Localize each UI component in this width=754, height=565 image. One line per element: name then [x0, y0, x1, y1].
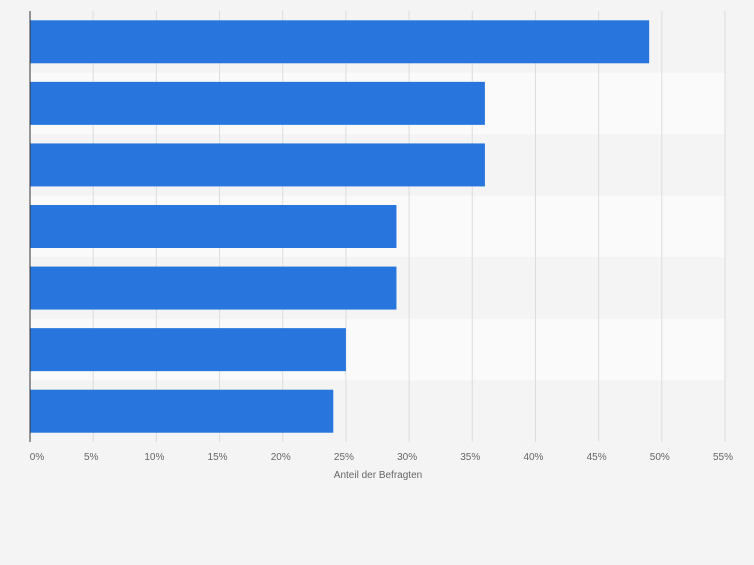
x-tick-label: 15% [208, 452, 228, 463]
x-tick-label: 10% [144, 452, 164, 463]
x-tick-label: 55% [713, 452, 733, 463]
bar [30, 328, 346, 372]
bar [30, 205, 397, 248]
x-tick-label: 5% [84, 452, 99, 463]
x-tick-label: 30% [397, 452, 417, 463]
bars [30, 20, 650, 433]
x-tick-label: 35% [460, 452, 480, 463]
x-tick-label: 50% [650, 452, 670, 463]
x-tick-label: 25% [334, 452, 354, 463]
x-tick-label: 45% [587, 452, 607, 463]
x-tick-label: 0% [30, 452, 45, 463]
bar [30, 143, 485, 187]
bar [30, 81, 485, 125]
x-axis-title: Anteil der Befragten [334, 470, 422, 481]
bar [30, 266, 397, 310]
bar [30, 20, 650, 64]
x-tick-label: 40% [523, 452, 543, 463]
bar [30, 389, 334, 433]
x-tick-label: 20% [271, 452, 291, 463]
x-axis-tick-labels: 0% 5% 10% 15% 20% 25% 30% 35% 40% 45% 50% 55% [30, 452, 733, 463]
